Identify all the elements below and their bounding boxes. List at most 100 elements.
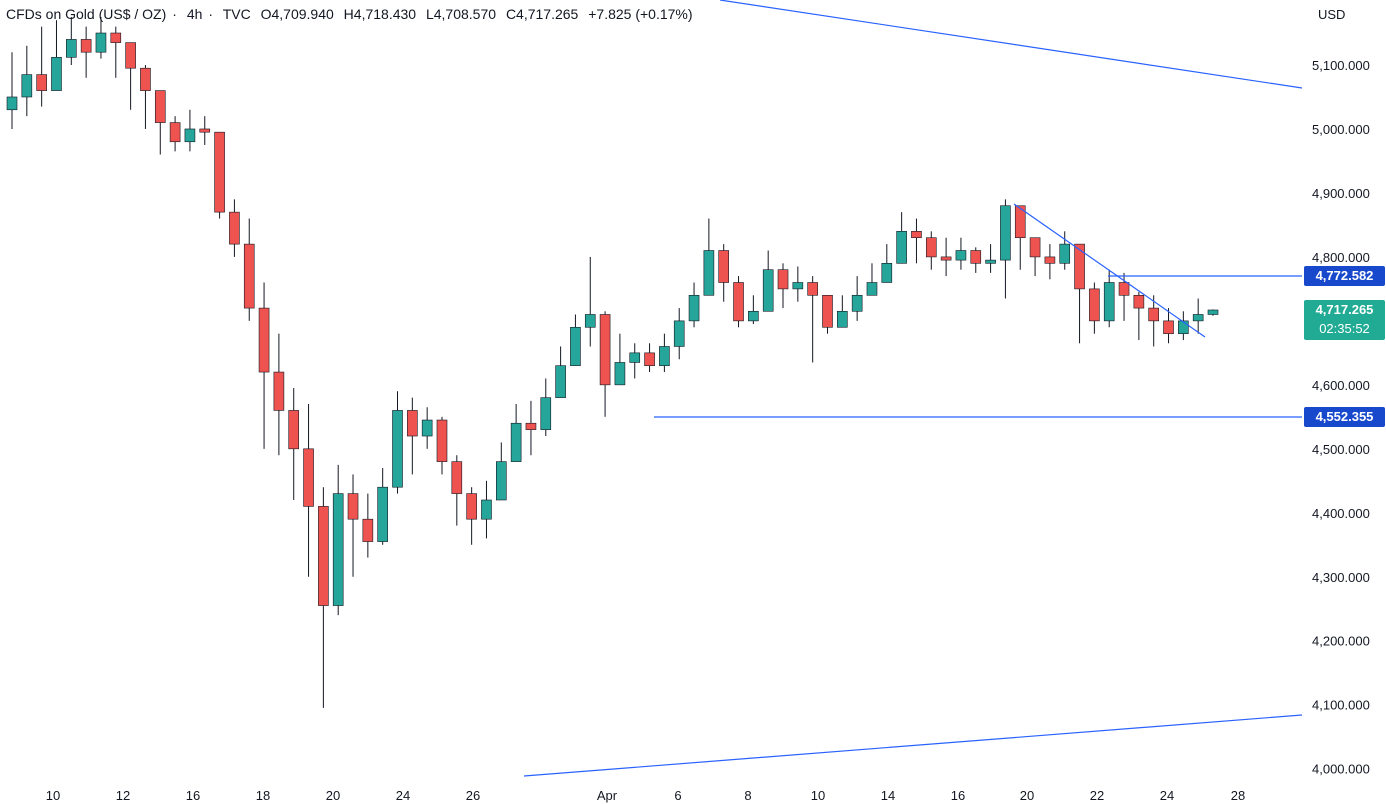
candle-body (421, 419, 433, 437)
y-tick-label: 5,100.000 (1312, 58, 1370, 73)
candle-body (777, 269, 789, 290)
candle-body (1178, 320, 1189, 334)
candle-body (866, 282, 878, 296)
candle-body (1000, 205, 1011, 261)
current-price-value: 4,717.265 (1315, 302, 1374, 317)
y-tick-label: 4,900.000 (1312, 186, 1370, 201)
x-tick-label: Apr (597, 788, 618, 803)
candle-body (851, 294, 863, 312)
x-tick-label: 22 (1090, 788, 1104, 803)
candle-body (318, 506, 329, 606)
currency-label[interactable]: USD (1318, 7, 1346, 22)
candle-body (881, 263, 893, 283)
candle-body (495, 461, 507, 501)
chart-header: CFDs on Gold (US$ / OZ) · 4h · TVC O4,709.… (6, 6, 693, 22)
candle-body (1029, 237, 1041, 258)
candle-body (510, 422, 522, 462)
source-label: TVC (222, 6, 251, 22)
x-tick-label: 18 (256, 788, 270, 803)
candle-body (807, 282, 818, 296)
bar-countdown: 02:35:52 (1319, 321, 1370, 336)
lower-level-tag: 4,552.355 (1304, 407, 1385, 427)
candle-body (1089, 288, 1100, 322)
ohlc-open: O4,709.940 (260, 6, 334, 22)
candle-body (644, 352, 655, 366)
candle-body (407, 410, 418, 437)
candle-body (184, 128, 196, 143)
candle-body (629, 352, 641, 363)
candle-body (673, 320, 685, 347)
descending-resistance-trendline[interactable] (1013, 203, 1206, 338)
y-tick-label: 4,300.000 (1312, 570, 1370, 585)
candle-body (599, 314, 611, 386)
current-price-tag: 4,717.265 02:35:52 (1304, 300, 1385, 340)
candle-body (733, 282, 744, 322)
candle-body (169, 122, 181, 143)
candle-body (1074, 243, 1085, 290)
x-tick-label: 6 (674, 788, 681, 803)
x-tick-label: 10 (46, 788, 60, 803)
candle-body (377, 486, 388, 542)
interval-label[interactable]: 4h (186, 6, 203, 22)
y-tick-label: 4,000.000 (1312, 762, 1370, 777)
candle-body (911, 231, 922, 239)
candle-body (21, 74, 33, 98)
candle-body (748, 310, 759, 322)
candle-body (570, 326, 581, 366)
candle-body (110, 32, 122, 43)
y-tick-label: 4,600.000 (1312, 378, 1370, 393)
y-tick-label: 4,200.000 (1312, 634, 1370, 649)
candle-body (837, 310, 848, 328)
x-tick-label: 20 (1020, 788, 1034, 803)
ohlc-high: H4,718.430 (343, 6, 417, 22)
price-change: +7.825 (+0.17%) (588, 6, 693, 22)
candle-body (659, 346, 670, 366)
x-tick-label: 16 (186, 788, 200, 803)
candle-body (436, 419, 448, 462)
candle-body (985, 259, 996, 264)
symbol-title[interactable]: CFDs on Gold (US$ / OZ) (6, 6, 167, 22)
lower-channel-trendline[interactable] (523, 714, 1303, 777)
candle-body (1044, 256, 1056, 264)
candle-body (703, 250, 715, 296)
candle-body (95, 32, 107, 53)
upper-level-tag: 4,772.582 (1304, 266, 1385, 286)
candle-body (584, 314, 596, 328)
candle-body (258, 307, 270, 373)
x-tick-label: 24 (1160, 788, 1174, 803)
candle-body (80, 39, 92, 53)
y-tick-label: 4,100.000 (1312, 698, 1370, 713)
candle-body (688, 294, 700, 322)
candle-body (466, 493, 477, 520)
candle-body (303, 448, 314, 507)
candle-body (540, 397, 552, 430)
x-tick-label: 16 (951, 788, 965, 803)
candle-body (392, 410, 403, 488)
candle-body (822, 294, 833, 328)
upper-channel-trendline[interactable] (719, 0, 1303, 89)
x-tick-label: 14 (881, 788, 895, 803)
y-tick-label: 4,500.000 (1312, 442, 1370, 457)
candle-body (347, 493, 359, 520)
candle-body (1207, 309, 1219, 315)
y-tick-label: 4,800.000 (1312, 250, 1370, 265)
candle-body (792, 282, 804, 290)
y-tick-label: 5,000.000 (1312, 122, 1370, 137)
candle-body (214, 131, 225, 213)
candle-body (288, 410, 300, 450)
x-tick-label: 8 (744, 788, 751, 803)
x-tick-label: 28 (1231, 788, 1245, 803)
candle-body (51, 57, 62, 91)
candle-body (1118, 282, 1130, 296)
candle-body (229, 211, 240, 245)
candle-body (451, 461, 463, 494)
candle-body (970, 250, 982, 264)
ohlc-low: L4,708.570 (425, 6, 497, 22)
candle-body (154, 90, 166, 123)
x-tick-label: 10 (811, 788, 825, 803)
candle-body (481, 499, 492, 520)
candle-body (1059, 243, 1071, 264)
candle-body (940, 256, 952, 261)
candle-body (36, 74, 47, 91)
